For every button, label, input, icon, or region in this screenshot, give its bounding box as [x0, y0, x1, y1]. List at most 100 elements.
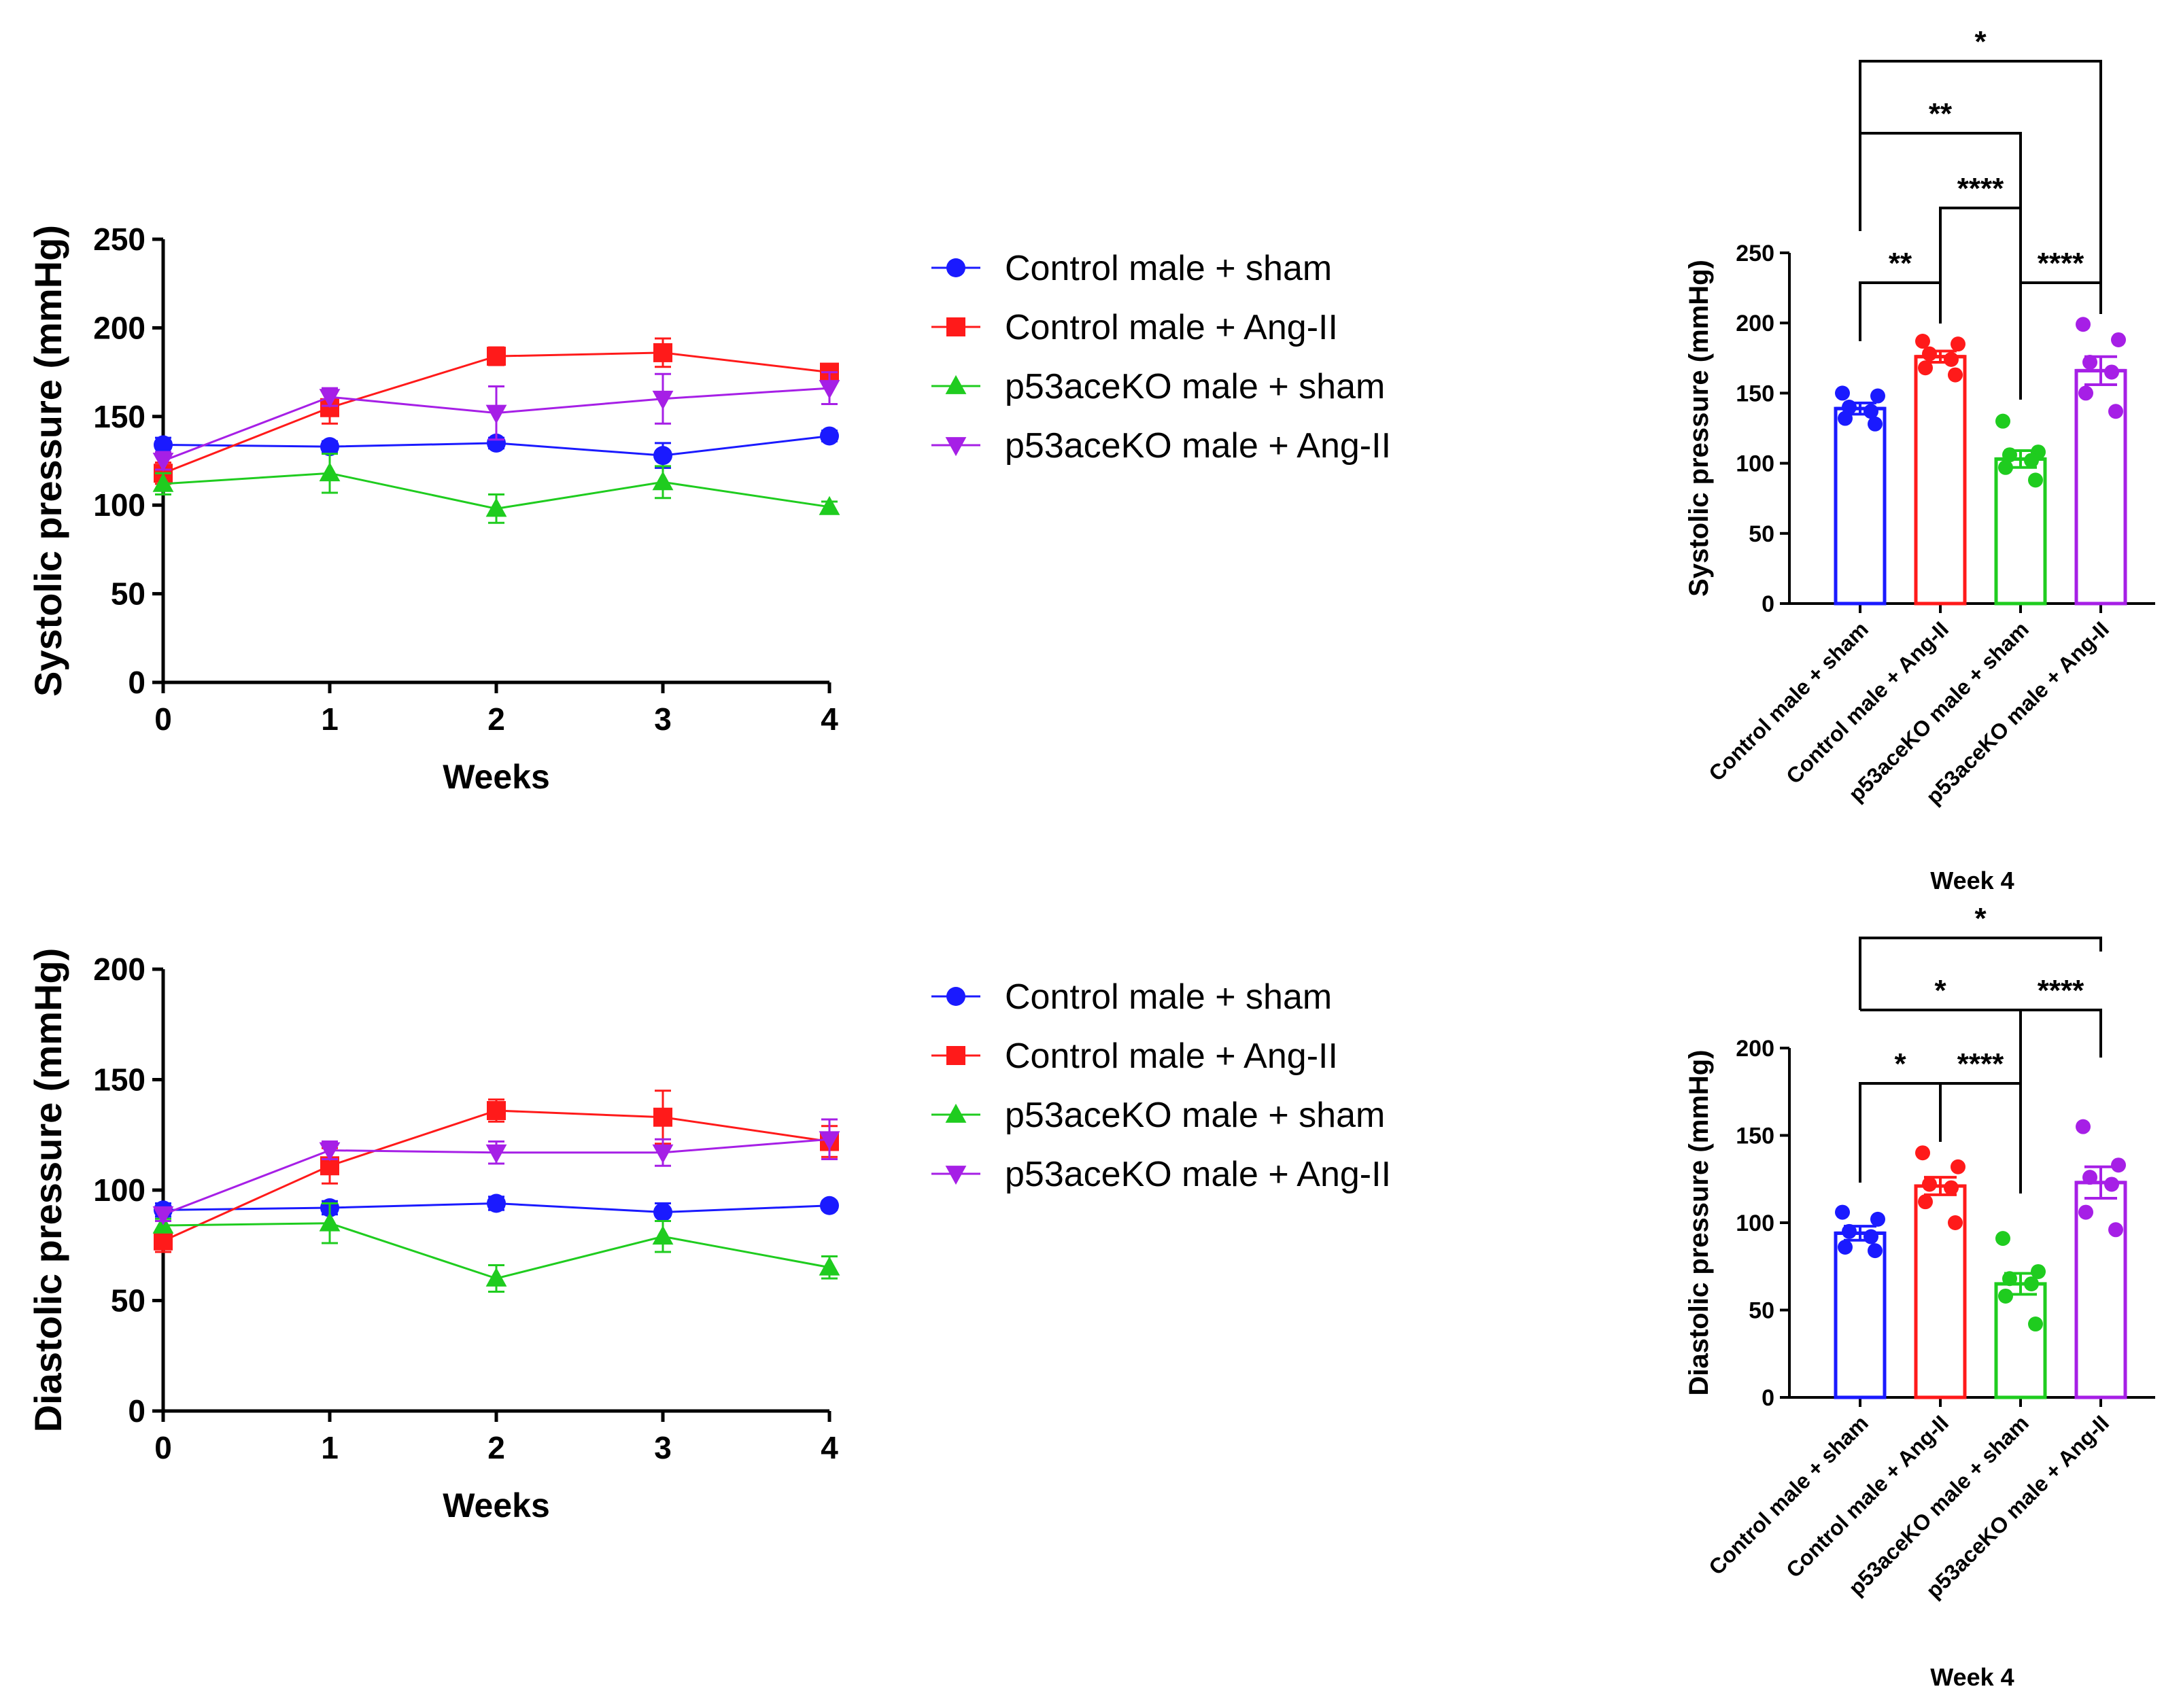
data-point — [154, 1231, 173, 1251]
data-point — [152, 1206, 174, 1225]
data-point — [819, 495, 840, 515]
significance-label: ** — [1889, 247, 1912, 280]
data-point — [1922, 1177, 1937, 1192]
x-tick-label: 3 — [654, 701, 672, 737]
data-point — [652, 390, 674, 410]
data-point — [1918, 360, 1933, 376]
y-tick-label: 100 — [1736, 1210, 1774, 1236]
y-tick-label: 50 — [1749, 521, 1774, 547]
data-point — [1951, 336, 1965, 352]
significance-label: **** — [2038, 974, 2084, 1007]
data-point — [1944, 1180, 1959, 1196]
y-axis-title: Diastolic pressure (mmHg) — [27, 948, 69, 1433]
data-point — [1915, 1145, 1930, 1161]
x-tick-label: 1 — [321, 1430, 339, 1465]
x-tick-label: 0 — [154, 701, 172, 737]
bar — [1834, 406, 1887, 606]
significance-label: * — [1894, 1047, 1906, 1081]
category-label: Control male + sham — [1704, 616, 1873, 786]
data-point — [2104, 1177, 2119, 1192]
data-point — [652, 1144, 674, 1164]
y-axis-title: Systolic pressure (mmHg) — [1684, 260, 1714, 597]
data-point — [2076, 317, 2091, 332]
data-point — [2002, 1271, 2017, 1287]
data-point — [1944, 351, 1959, 367]
data-point — [2108, 1222, 2123, 1238]
significance-label: * — [1974, 902, 1987, 935]
x-tick-label: 2 — [487, 701, 505, 737]
y-tick-label: 200 — [1736, 1036, 1774, 1062]
y-tick-label: 250 — [1736, 241, 1774, 266]
data-point — [152, 472, 174, 492]
data-point — [319, 1212, 341, 1232]
data-point — [1870, 1211, 1885, 1227]
systolic-line-chart: 0 50 100 150 200 250 0 1 2 3 4 Weeks Systolic pressu… — [27, 222, 840, 796]
data-point — [1835, 1204, 1850, 1220]
data-point — [319, 1142, 341, 1162]
data-point — [1948, 367, 1963, 383]
data-point — [653, 1107, 672, 1127]
significance-bracket — [2019, 281, 2102, 400]
data-point — [820, 426, 839, 446]
x-tick-label: 1 — [321, 701, 339, 737]
y-tick-label: 100 — [93, 1172, 145, 1208]
significance-bracket — [2019, 1009, 2102, 1142]
data-point — [2082, 1170, 2097, 1185]
legend-label: p53aceKO male + sham — [1005, 1096, 1385, 1135]
significance-bracket — [1859, 937, 2102, 1010]
data-point — [2024, 1276, 2039, 1291]
y-tick-label: 50 — [111, 1283, 145, 1319]
data-point — [1951, 1159, 1965, 1174]
y-axis-title: Diastolic pressure (mmHg) — [1684, 1049, 1714, 1395]
data-point — [487, 1193, 506, 1213]
data-point — [485, 1144, 507, 1164]
data-point — [2024, 453, 2039, 468]
significance-bracket — [1939, 207, 2022, 321]
legend-marker — [945, 374, 967, 394]
data-point — [1864, 404, 1878, 419]
data-point — [1838, 1239, 1853, 1255]
y-tick-label: 0 — [128, 665, 145, 700]
data-point — [1995, 413, 2010, 429]
data-point — [2111, 1157, 2126, 1173]
data-point — [1922, 346, 1937, 362]
legend-marker — [946, 317, 965, 336]
data-point — [1868, 1243, 1883, 1259]
x-tick-label: 4 — [821, 1430, 838, 1465]
data-point — [2104, 364, 2119, 380]
data-point — [1868, 416, 1883, 432]
data-point — [154, 435, 173, 455]
category-label: Control male + Ang-II — [1781, 616, 1953, 788]
y-tick-label: 150 — [1736, 381, 1774, 406]
data-point — [820, 1196, 839, 1215]
y-tick-label: 250 — [93, 222, 145, 257]
data-point — [2108, 404, 2123, 419]
data-point — [152, 453, 174, 472]
significance-label: * — [1934, 974, 1946, 1007]
data-point — [2111, 332, 2126, 347]
data-point — [819, 1131, 840, 1151]
y-tick-label: 0 — [128, 1393, 145, 1429]
data-point — [819, 1256, 840, 1276]
data-point — [485, 404, 507, 424]
significance-label: **** — [2038, 247, 2084, 280]
data-point — [652, 1225, 674, 1245]
data-point — [653, 1202, 672, 1222]
significance-bracket — [1859, 281, 1942, 341]
y-tick-label: 100 — [93, 487, 145, 523]
data-point — [1948, 1215, 1963, 1230]
data-point — [487, 433, 506, 453]
legend-label: Control male + Ang-II — [1005, 308, 1338, 347]
legend-marker — [946, 1046, 965, 1065]
data-point — [1842, 1223, 1857, 1239]
data-point — [1870, 388, 1885, 404]
legend-label: Control male + sham — [1005, 249, 1332, 288]
data-point — [1998, 1288, 2013, 1304]
data-point — [2078, 385, 2093, 401]
significance-label: **** — [1957, 172, 2004, 205]
x-axis-title: Weeks — [443, 758, 550, 796]
data-point — [487, 1101, 506, 1120]
bar — [1914, 355, 1967, 606]
data-point — [819, 380, 840, 400]
significance-label: ** — [1929, 97, 1953, 130]
